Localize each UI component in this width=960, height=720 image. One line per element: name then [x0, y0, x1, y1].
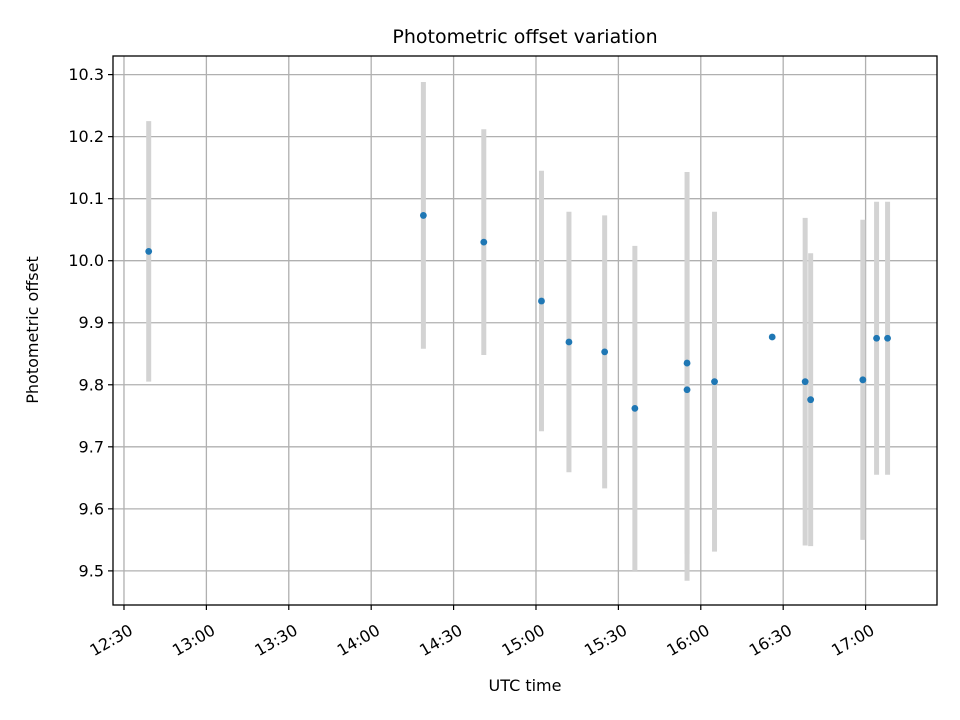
y-axis-label: Photometric offset: [23, 256, 42, 404]
data-point: [859, 376, 867, 384]
data-point: [683, 386, 691, 394]
y-axis-ticks: 9.5 9.6 9.7 9.8 9.9 10.0 10.1 10.2 10.3: [68, 65, 113, 580]
y-tick-label: 10.3: [68, 65, 104, 84]
axes-frame: [112, 55, 938, 606]
data-point: [873, 334, 880, 342]
y-tick-label: 9.6: [79, 499, 104, 518]
y-tick-label: 9.5: [79, 561, 104, 580]
data-point: [631, 404, 639, 412]
data-point: [711, 378, 718, 386]
data-point: [884, 334, 891, 342]
y-tick-label: 10.2: [68, 127, 104, 146]
x-axis-label: UTC time: [489, 676, 562, 695]
data-point: [801, 378, 809, 386]
data-point: [145, 248, 153, 255]
y-tick-label: 9.9: [79, 313, 104, 332]
data-point: [565, 338, 573, 346]
y-tick-label: 9.7: [79, 437, 104, 456]
grid: [113, 56, 937, 605]
data-point: [601, 348, 609, 356]
chart-title: Photometric offset variation: [392, 26, 657, 48]
data-point: [807, 396, 815, 404]
y-tick-label: 10.0: [68, 251, 104, 270]
data-point: [683, 359, 691, 367]
data-point: [480, 238, 488, 246]
y-tick-label: 10.1: [68, 189, 104, 208]
y-tick-label: 9.8: [79, 375, 104, 394]
data-point: [419, 212, 427, 219]
data-point: [538, 297, 545, 305]
data-points: [145, 212, 891, 412]
data-point: [768, 333, 776, 341]
